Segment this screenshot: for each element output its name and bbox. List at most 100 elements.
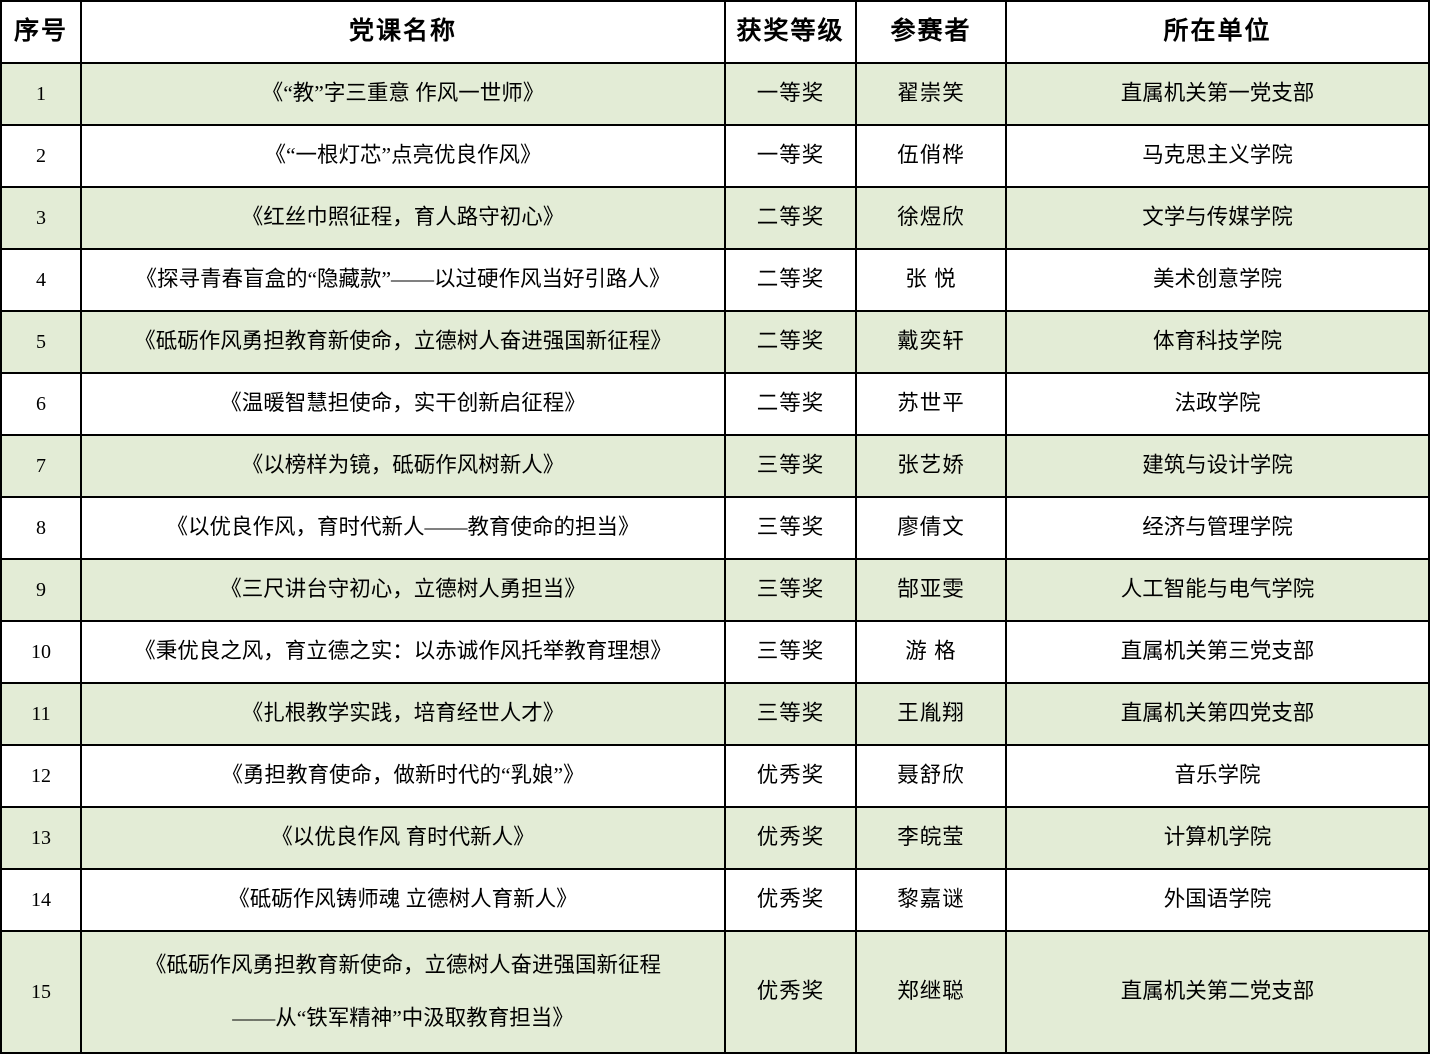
table-row: 2 《“一根灯芯”点亮优良作风》 一等奖 伍俏桦 马克思主义学院 bbox=[0, 124, 1430, 188]
title-line: ——从“铁军精神”中汲取教育担当》 bbox=[232, 1006, 574, 1030]
cell-grade: 三等奖 bbox=[724, 620, 857, 684]
cell-grade: 一等奖 bbox=[724, 62, 857, 126]
cell-index: 11 bbox=[0, 682, 82, 746]
cell-person: 郜亚雯 bbox=[855, 558, 1007, 622]
cell-grade: 二等奖 bbox=[724, 186, 857, 250]
column-header-unit: 所在单位 bbox=[1005, 0, 1430, 64]
cell-unit: 直属机关第三党支部 bbox=[1005, 620, 1430, 684]
cell-index: 7 bbox=[0, 434, 82, 498]
cell-person: 苏世平 bbox=[855, 372, 1007, 436]
cell-unit: 美术创意学院 bbox=[1005, 248, 1430, 312]
cell-grade: 三等奖 bbox=[724, 558, 857, 622]
table-row: 9 《三尺讲台守初心，立德树人勇担当》 三等奖 郜亚雯 人工智能与电气学院 bbox=[0, 558, 1430, 622]
cell-person: 翟崇笑 bbox=[855, 62, 1007, 126]
table-header: 序号 党课名称 获奖等级 参赛者 所在单位 bbox=[0, 0, 1430, 64]
table-row: 3 《红丝巾照征程，育人路守初心》 二等奖 徐煜欣 文学与传媒学院 bbox=[0, 186, 1430, 250]
cell-index: 14 bbox=[0, 868, 82, 932]
cell-title: 《“教”字三重意 作风一世师》 bbox=[80, 62, 726, 126]
table-row: 1 《“教”字三重意 作风一世师》 一等奖 翟崇笑 直属机关第一党支部 bbox=[0, 62, 1430, 126]
cell-index: 13 bbox=[0, 806, 82, 870]
cell-index: 9 bbox=[0, 558, 82, 622]
cell-grade: 优秀奖 bbox=[724, 930, 857, 1054]
table-row: 5 《砥砺作风勇担教育新使命，立德树人奋进强国新征程》 二等奖 戴奕轩 体育科技学院 bbox=[0, 310, 1430, 374]
cell-index: 2 bbox=[0, 124, 82, 188]
cell-title: 《红丝巾照征程，育人路守初心》 bbox=[80, 186, 726, 250]
cell-unit: 经济与管理学院 bbox=[1005, 496, 1430, 560]
cell-index: 4 bbox=[0, 248, 82, 312]
cell-title: 《勇担教育使命，做新时代的“乳娘”》 bbox=[80, 744, 726, 808]
cell-unit: 建筑与设计学院 bbox=[1005, 434, 1430, 498]
cell-unit: 直属机关第四党支部 bbox=[1005, 682, 1430, 746]
cell-index: 12 bbox=[0, 744, 82, 808]
cell-grade: 三等奖 bbox=[724, 496, 857, 560]
cell-unit: 人工智能与电气学院 bbox=[1005, 558, 1430, 622]
cell-unit: 计算机学院 bbox=[1005, 806, 1430, 870]
cell-title: 《以优良作风，育时代新人——教育使命的担当》 bbox=[80, 496, 726, 560]
cell-person: 伍俏桦 bbox=[855, 124, 1007, 188]
cell-person: 郑继聪 bbox=[855, 930, 1007, 1054]
table-row: 12 《勇担教育使命，做新时代的“乳娘”》 优秀奖 聂舒欣 音乐学院 bbox=[0, 744, 1430, 808]
cell-person: 廖倩文 bbox=[855, 496, 1007, 560]
table-row: 11 《扎根教学实践，培育经世人才》 三等奖 王胤翔 直属机关第四党支部 bbox=[0, 682, 1430, 746]
cell-unit: 法政学院 bbox=[1005, 372, 1430, 436]
cell-person: 张艺娇 bbox=[855, 434, 1007, 498]
cell-index: 1 bbox=[0, 62, 82, 126]
cell-grade: 三等奖 bbox=[724, 682, 857, 746]
cell-person: 戴奕轩 bbox=[855, 310, 1007, 374]
column-header-title: 党课名称 bbox=[80, 0, 726, 64]
cell-unit: 文学与传媒学院 bbox=[1005, 186, 1430, 250]
column-header-index: 序号 bbox=[0, 0, 82, 64]
cell-unit: 外国语学院 bbox=[1005, 868, 1430, 932]
table-row: 7 《以榜样为镜，砥砺作风树新人》 三等奖 张艺娇 建筑与设计学院 bbox=[0, 434, 1430, 498]
cell-index: 15 bbox=[0, 930, 82, 1054]
cell-grade: 二等奖 bbox=[724, 310, 857, 374]
cell-title: 《扎根教学实践，培育经世人才》 bbox=[80, 682, 726, 746]
cell-person: 张 悦 bbox=[855, 248, 1007, 312]
cell-grade: 二等奖 bbox=[724, 248, 857, 312]
column-header-grade: 获奖等级 bbox=[724, 0, 857, 64]
cell-index: 3 bbox=[0, 186, 82, 250]
cell-title: 《砥砺作风勇担教育新使命，立德树人奋进强国新征程 ——从“铁军精神”中汲取教育担当… bbox=[80, 930, 726, 1054]
cell-person: 黎嘉谜 bbox=[855, 868, 1007, 932]
cell-title: 《探寻青春盲盒的“隐藏款”——以过硬作风当好引路人》 bbox=[80, 248, 726, 312]
cell-title: 《秉优良之风，育立德之实：以赤诚作风托举教育理想》 bbox=[80, 620, 726, 684]
table-row: 4 《探寻青春盲盒的“隐藏款”——以过硬作风当好引路人》 二等奖张 悦美术创意学院 bbox=[0, 248, 1430, 312]
cell-unit: 马克思主义学院 bbox=[1005, 124, 1430, 188]
cell-title: 《三尺讲台守初心，立德树人勇担当》 bbox=[80, 558, 726, 622]
cell-unit: 直属机关第二党支部 bbox=[1005, 930, 1430, 1054]
cell-title: 《温暖智慧担使命，实干创新启征程》 bbox=[80, 372, 726, 436]
cell-unit: 音乐学院 bbox=[1005, 744, 1430, 808]
cell-index: 5 bbox=[0, 310, 82, 374]
cell-title: 《以优良作风 育时代新人》 bbox=[80, 806, 726, 870]
table-body: 1 《“教”字三重意 作风一世师》 一等奖 翟崇笑 直属机关第一党支部 2 《“一根灯芯”点… bbox=[0, 62, 1430, 1054]
table-row: 10 《秉优良之风，育立德之实：以赤诚作风托举教育理想》 三等奖游 格直属机关第三党… bbox=[0, 620, 1430, 684]
cell-grade: 优秀奖 bbox=[724, 744, 857, 808]
cell-grade: 二等奖 bbox=[724, 372, 857, 436]
cell-unit: 体育科技学院 bbox=[1005, 310, 1430, 374]
table-row: 6 《温暖智慧担使命，实干创新启征程》 二等奖 苏世平 法政学院 bbox=[0, 372, 1430, 436]
cell-grade: 三等奖 bbox=[724, 434, 857, 498]
cell-grade: 优秀奖 bbox=[724, 806, 857, 870]
cell-title: 《以榜样为镜，砥砺作风树新人》 bbox=[80, 434, 726, 498]
table-row: 13 《以优良作风 育时代新人》 优秀奖 李皖莹 计算机学院 bbox=[0, 806, 1430, 870]
cell-index: 10 bbox=[0, 620, 82, 684]
column-header-person: 参赛者 bbox=[855, 0, 1007, 64]
cell-person: 徐煜欣 bbox=[855, 186, 1007, 250]
cell-grade: 优秀奖 bbox=[724, 868, 857, 932]
cell-unit: 直属机关第一党支部 bbox=[1005, 62, 1430, 126]
cell-person: 聂舒欣 bbox=[855, 744, 1007, 808]
cell-person: 李皖莹 bbox=[855, 806, 1007, 870]
cell-grade: 一等奖 bbox=[724, 124, 857, 188]
table-row: 8 《以优良作风，育时代新人——教育使命的担当》 三等奖 廖倩文 经济与管理学院 bbox=[0, 496, 1430, 560]
title-line: 《砥砺作风勇担教育新使命，立德树人奋进强国新征程 bbox=[144, 952, 661, 977]
cell-title: 《砥砺作风勇担教育新使命，立德树人奋进强国新征程》 bbox=[80, 310, 726, 374]
cell-index: 6 bbox=[0, 372, 82, 436]
cell-index: 8 bbox=[0, 496, 82, 560]
cell-title: 《“一根灯芯”点亮优良作风》 bbox=[80, 124, 726, 188]
table-row: 14 《砥砺作风铸师魂 立德树人育新人》 优秀奖 黎嘉谜 外国语学院 bbox=[0, 868, 1430, 932]
cell-person: 王胤翔 bbox=[855, 682, 1007, 746]
cell-title: 《砥砺作风铸师魂 立德树人育新人》 bbox=[80, 868, 726, 932]
table-row: 15 《砥砺作风勇担教育新使命，立德树人奋进强国新征程 ——从“铁军精神”中汲取教育… bbox=[0, 930, 1430, 1054]
table-header-row: 序号 党课名称 获奖等级 参赛者 所在单位 bbox=[0, 0, 1430, 64]
